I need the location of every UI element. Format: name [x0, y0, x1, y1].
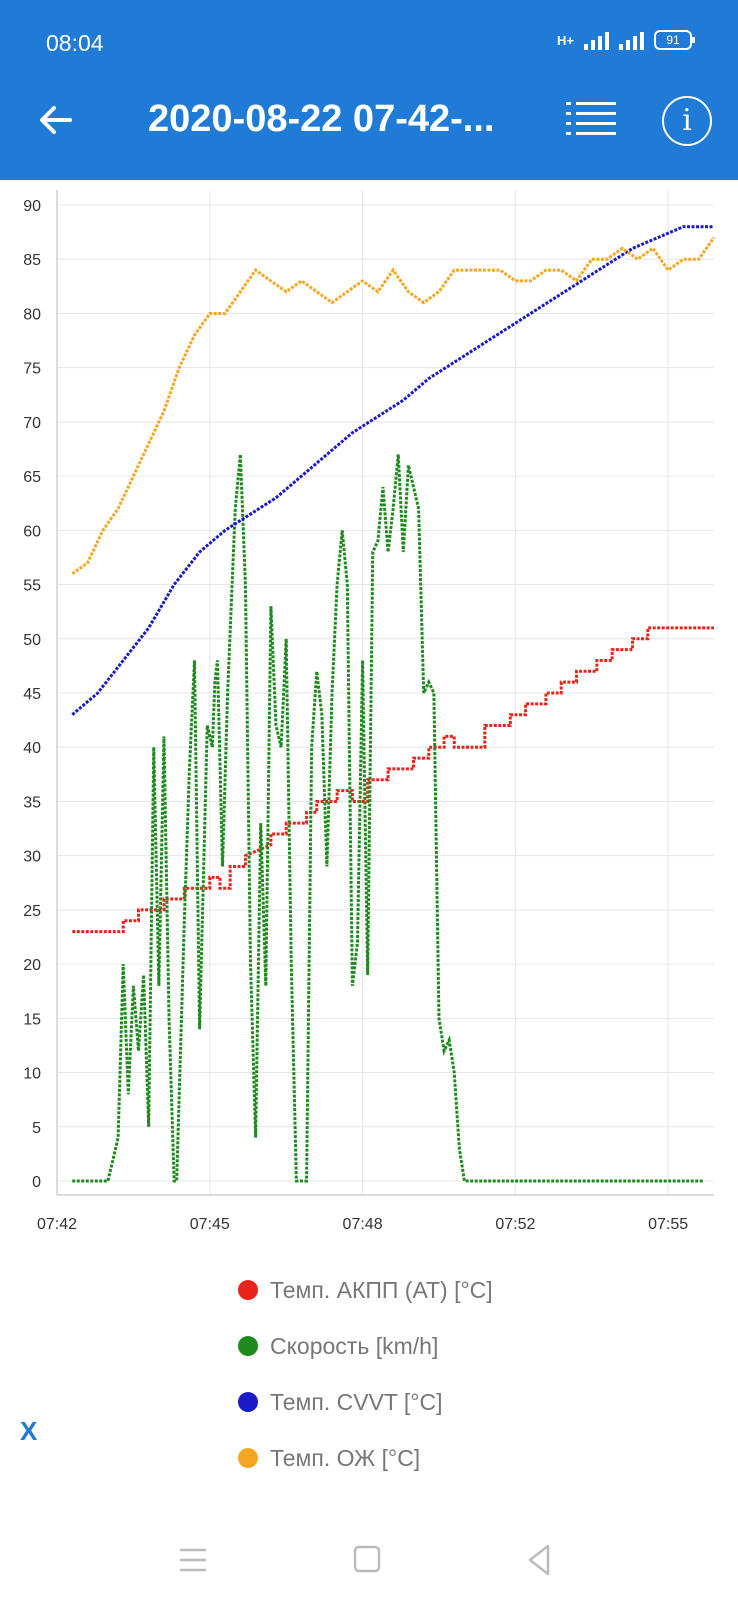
series-line-3: [71, 236, 716, 575]
series-line-1: [72, 454, 704, 1183]
y-tick-label: 45: [23, 686, 41, 703]
y-tick-label: 30: [23, 849, 41, 866]
signal-icon: [584, 30, 609, 50]
series-line-2: [71, 225, 714, 716]
y-tick-label: 70: [23, 415, 41, 432]
y-tick-label: 25: [23, 903, 41, 920]
legend-dot: [238, 1392, 258, 1412]
status-time: 08:04: [46, 30, 104, 56]
page-title: 2020-08-22 07-42-...: [148, 98, 495, 140]
legend-dot: [238, 1336, 258, 1356]
y-tick-label: 10: [23, 1066, 41, 1083]
home-square-icon[interactable]: [348, 1540, 388, 1580]
y-tick-label: 75: [23, 361, 41, 378]
legend-item-at-temp: Темп. АКПП (АТ) [°C]: [238, 1262, 493, 1318]
legend-label: Темп. CVVT [°C]: [270, 1388, 443, 1415]
y-tick-label: 0: [32, 1174, 41, 1191]
x-tick-label: 07:45: [190, 1216, 230, 1233]
y-tick-label: 55: [23, 578, 41, 595]
legend-label: Темп. ОЖ [°C]: [270, 1444, 421, 1471]
info-icon[interactable]: i: [662, 96, 712, 146]
menu-icon[interactable]: [174, 1540, 214, 1580]
y-tick-label: 20: [23, 957, 41, 974]
x-tick-label: 07:52: [495, 1216, 535, 1233]
legend-dot: [238, 1280, 258, 1300]
y-tick-label: 80: [23, 306, 41, 323]
status-icons: H+ 91: [557, 30, 695, 50]
network-type: H+: [557, 32, 574, 48]
battery-icon: 91: [654, 30, 695, 50]
y-tick-label: 65: [23, 469, 41, 486]
app-bar: 08:04 H+ 91 2020-08-22 07-42-... i: [0, 0, 738, 180]
list-icon[interactable]: [566, 100, 616, 142]
legend-item-coolant-temp: Темп. ОЖ [°C]: [238, 1430, 493, 1486]
x-tick-label: 07:55: [648, 1216, 688, 1233]
y-tick-label: 15: [23, 1011, 41, 1028]
y-tick-label: 85: [23, 252, 41, 269]
signal-icon-2: [619, 30, 644, 50]
back-arrow-icon[interactable]: [36, 100, 76, 140]
y-tick-label: 50: [23, 632, 41, 649]
y-tick-label: 60: [23, 523, 41, 540]
y-tick-label: 5: [32, 1120, 41, 1137]
back-triangle-icon[interactable]: [520, 1540, 560, 1580]
y-tick-label: 90: [23, 198, 41, 215]
y-tick-label: 35: [23, 794, 41, 811]
legend-label: Темп. АКПП (АТ) [°C]: [270, 1276, 493, 1303]
y-tick-label: 40: [23, 740, 41, 757]
legend-label: Скорость [km/h]: [270, 1332, 439, 1359]
legend-item-speed: Скорость [km/h]: [238, 1318, 493, 1374]
line-chart: 0 5 10 15 20 25 30 35 40 45 50 55 60 65 70 75 80 85 90 07:4…: [23, 190, 716, 1233]
x-axis-toggle-button[interactable]: X: [20, 1416, 38, 1446]
x-tick-label: 07:42: [37, 1216, 77, 1233]
legend-item-cvvt-temp: Темп. CVVT [°C]: [238, 1374, 493, 1430]
system-nav-bar: [0, 1540, 738, 1600]
x-tick-label: 07:48: [343, 1216, 383, 1233]
legend-dot: [238, 1448, 258, 1468]
legend: Темп. АКПП (АТ) [°C] Скорость [km/h] Тем…: [238, 1262, 493, 1486]
series-line-0: [72, 626, 714, 934]
